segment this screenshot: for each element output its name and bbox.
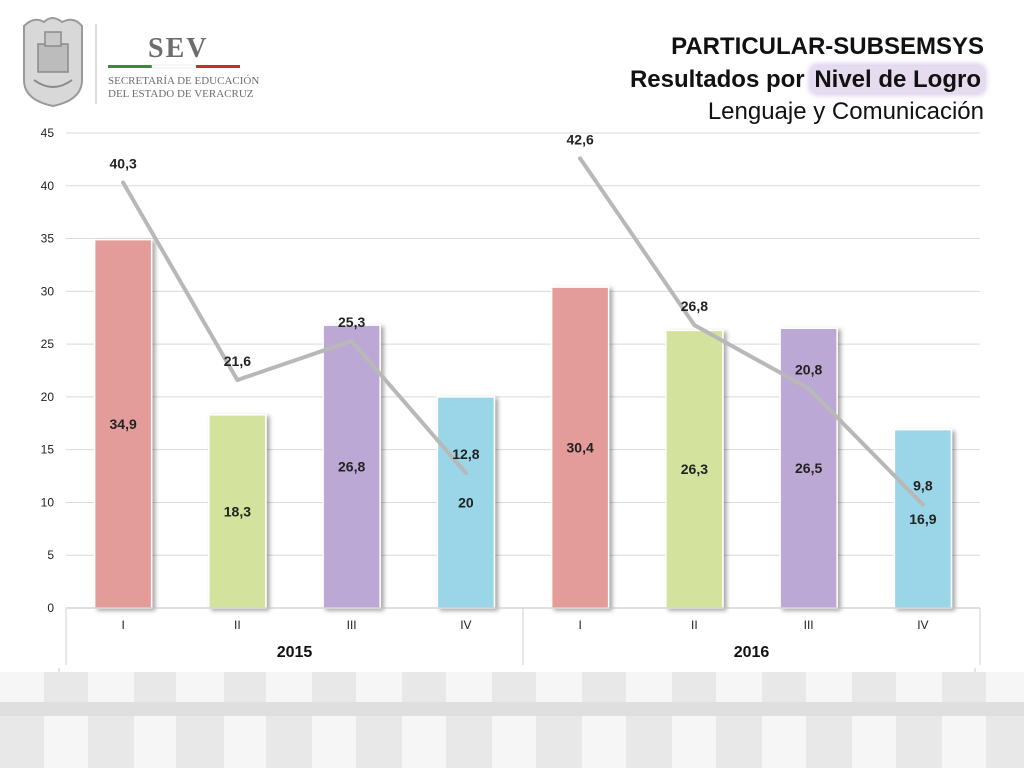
y-tick-label: 10 [41, 495, 55, 509]
bar-data-label: 26,3 [681, 461, 708, 477]
bar [893, 428, 953, 609]
line-point [578, 156, 583, 161]
subtitle-prefix: Resultados por [629, 66, 812, 93]
y-tick-label: 20 [41, 390, 55, 404]
line-point [121, 180, 126, 185]
title-block: PARTICULAR-SUBSEMSYS Resultados por Nive… [630, 30, 984, 128]
bar [322, 324, 381, 609]
bar-data-label: 26,8 [338, 459, 365, 475]
line-data-label: 12,8 [452, 446, 479, 462]
logo-org-short: SEV [148, 33, 208, 64]
chart-subtitle: Resultados por Nivel de Logro [630, 63, 984, 96]
chart-subject: Lenguaje y Comunicación [707, 98, 984, 125]
logo-org-line2: DEL ESTADO DE VERACRUZ [108, 88, 254, 100]
line-data-label: 42,6 [567, 131, 594, 147]
x-tick-label: II [234, 618, 241, 632]
x-tick-label: IV [460, 618, 471, 632]
bar-data-label: 16,9 [909, 511, 936, 527]
line-data-label: 25,3 [338, 314, 365, 330]
y-tick-label: 30 [41, 284, 55, 298]
logo-org-line1: SECRETARÍA DE EDUCACIÓN [108, 75, 259, 87]
line-data-label: 21,6 [224, 353, 251, 369]
bar-data-label: 30,4 [567, 440, 594, 456]
veracruz-crest-icon [23, 17, 83, 108]
y-tick-label: 25 [41, 337, 55, 351]
line-point [235, 378, 240, 382]
x-tick-label: IV [917, 618, 928, 632]
line-data-label: 9,8 [913, 478, 933, 494]
x-tick-label: I [121, 618, 124, 632]
sev-logo: SEV SECRETARÍA DE EDUCACIÓN DEL ESTADO D… [12, 10, 262, 110]
x-tick-label: II [691, 618, 698, 632]
line-data-label: 20,8 [795, 361, 822, 377]
y-tick-label: 45 [41, 126, 55, 140]
x-group-label: 2015 [277, 644, 313, 661]
series-line [578, 156, 925, 507]
line-point [920, 502, 925, 507]
y-tick-label: 40 [41, 179, 55, 193]
bar-data-label: 18,3 [224, 503, 251, 519]
bar [208, 414, 267, 609]
line-point [806, 386, 811, 391]
chart-title: PARTICULAR-SUBSEMSYS [671, 33, 984, 60]
line-point [463, 470, 468, 475]
subtitle-highlight: Nivel de Logro [811, 66, 984, 93]
bar [779, 327, 838, 609]
x-tick-label: III [804, 618, 814, 632]
x-group-label: 2016 [734, 644, 770, 661]
y-tick-label: 15 [41, 443, 55, 457]
bar-data-label: 20 [458, 494, 474, 510]
decorative-footer-pattern [0, 672, 1024, 768]
line-point [692, 323, 697, 328]
y-tick-label: 35 [41, 232, 55, 246]
bar-data-label: 26,5 [795, 460, 822, 476]
bar-data-label: 34,9 [110, 416, 137, 432]
bar [436, 396, 496, 609]
bar [93, 238, 153, 609]
y-tick-label: 5 [47, 548, 54, 562]
y-tick-label: 0 [47, 601, 54, 615]
line-data-label: 26,8 [681, 298, 708, 314]
x-tick-label: III [347, 618, 357, 632]
series-line [121, 180, 468, 475]
line-point [349, 338, 354, 343]
bar-line-chart: 34,9 18,3 26,8 20 30,4 26,3 26,5 16,9 40,3 21,6 25… [41, 126, 981, 665]
line-data-label: 40,3 [110, 156, 137, 172]
x-tick-label: I [578, 618, 581, 632]
